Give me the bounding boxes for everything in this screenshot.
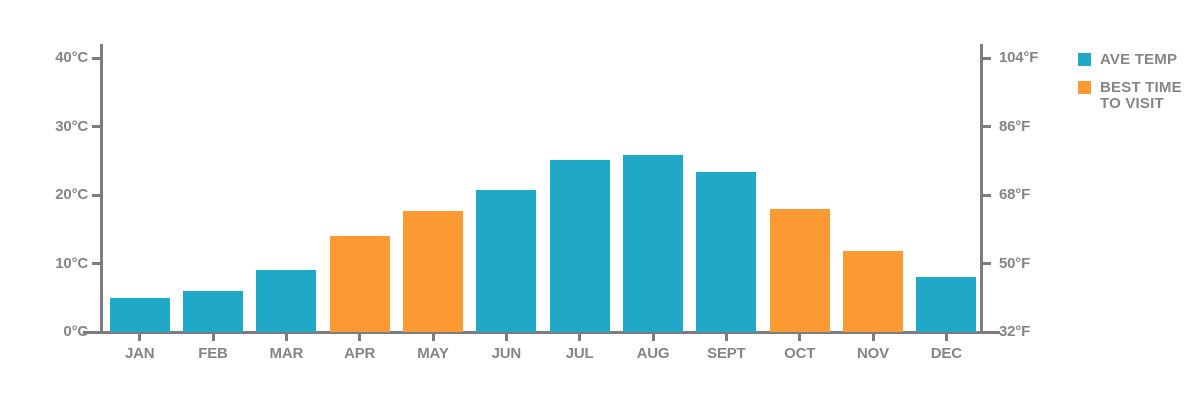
legend: AVE TEMP BEST TIME TO VISIT bbox=[1078, 52, 1182, 112]
x-axis-label-may: MAY bbox=[417, 345, 449, 362]
bar-dec bbox=[916, 277, 977, 332]
bar-nov bbox=[843, 250, 903, 332]
x-tick-may bbox=[431, 334, 435, 341]
y-tick-left-10 bbox=[92, 262, 100, 265]
y-axis-label-fahrenheit-20: 68°F bbox=[999, 186, 1031, 203]
x-tick-nov bbox=[871, 334, 875, 341]
legend-label-best-time-line1: BEST TIME bbox=[1100, 79, 1182, 96]
x-axis-label-aug: AUG bbox=[636, 345, 670, 362]
legend-item-ave-temp: AVE TEMP bbox=[1078, 52, 1182, 68]
x-tick-oct bbox=[798, 334, 802, 341]
bar-jan bbox=[109, 297, 170, 332]
legend-label-best-time: BEST TIME TO VISIT bbox=[1100, 80, 1182, 112]
bar-jun bbox=[476, 189, 537, 332]
bar-jul bbox=[549, 160, 610, 332]
legend-label-best-time-line2: TO VISIT bbox=[1100, 95, 1164, 112]
y-axis-left-line bbox=[100, 44, 103, 334]
x-tick-sept bbox=[724, 334, 728, 341]
legend-item-best-time: BEST TIME TO VISIT bbox=[1078, 80, 1182, 112]
x-axis-label-feb: FEB bbox=[198, 345, 228, 362]
y-axis-label-celsius-40: 40°C bbox=[55, 49, 88, 66]
x-axis-label-jun: JUN bbox=[491, 345, 522, 362]
x-tick-jul bbox=[578, 334, 582, 341]
y-axis-label-fahrenheit-30: 86°F bbox=[999, 117, 1031, 135]
y-axis-label-fahrenheit-40: 104°F bbox=[999, 49, 1039, 66]
x-axis-label-mar: MAR bbox=[269, 345, 304, 362]
ave-temp-swatch-icon bbox=[1078, 53, 1091, 66]
bar-may bbox=[403, 210, 463, 332]
x-tick-apr bbox=[358, 334, 362, 341]
y-axis-label-fahrenheit-10: 50°F bbox=[999, 254, 1031, 272]
y-axis-label-celsius-30: 30°C bbox=[55, 117, 88, 135]
x-axis-label-jan: JAN bbox=[124, 345, 155, 362]
bar-oct bbox=[769, 209, 830, 332]
y-tick-left-30 bbox=[92, 125, 100, 128]
x-tick-jan bbox=[138, 334, 142, 341]
x-tick-jun bbox=[504, 334, 508, 341]
y-tick-left-20 bbox=[92, 193, 100, 197]
y-tick-right-10 bbox=[983, 262, 991, 265]
x-axis-label-nov: NOV bbox=[856, 345, 889, 362]
x-tick-dec bbox=[944, 334, 948, 341]
y-axis-label-celsius-0: 0°C bbox=[63, 323, 88, 340]
x-axis-label-jul: JUL bbox=[565, 345, 594, 362]
x-axis-label-dec: DEC bbox=[930, 345, 962, 362]
y-tick-right-20 bbox=[983, 193, 991, 197]
y-tick-right-30 bbox=[983, 125, 991, 128]
legend-label-ave-temp: AVE TEMP bbox=[1100, 51, 1178, 68]
x-axis-label-sept: SEPT bbox=[707, 345, 746, 362]
y-axis-right-line bbox=[980, 44, 983, 334]
bar-aug bbox=[623, 155, 683, 332]
bar-apr bbox=[329, 236, 390, 332]
y-tick-right-40 bbox=[983, 56, 991, 60]
x-axis-line bbox=[83, 331, 1000, 334]
y-axis-label-celsius-20: 20°C bbox=[55, 186, 88, 203]
bar-mar bbox=[256, 270, 317, 332]
x-axis-label-apr: APR bbox=[344, 345, 376, 362]
y-axis-label-celsius-10: 10°C bbox=[55, 254, 88, 272]
x-tick-aug bbox=[651, 334, 655, 341]
bar-feb bbox=[183, 290, 243, 332]
y-tick-left-40 bbox=[92, 56, 100, 60]
y-axis-label-fahrenheit-0: 32°F bbox=[999, 323, 1031, 340]
x-axis-label-oct: OCT bbox=[784, 345, 816, 362]
x-tick-feb bbox=[211, 334, 215, 341]
bar-sept bbox=[696, 171, 757, 332]
best-time-swatch-icon bbox=[1078, 81, 1091, 94]
x-tick-mar bbox=[284, 334, 288, 341]
plot-area bbox=[103, 58, 983, 332]
